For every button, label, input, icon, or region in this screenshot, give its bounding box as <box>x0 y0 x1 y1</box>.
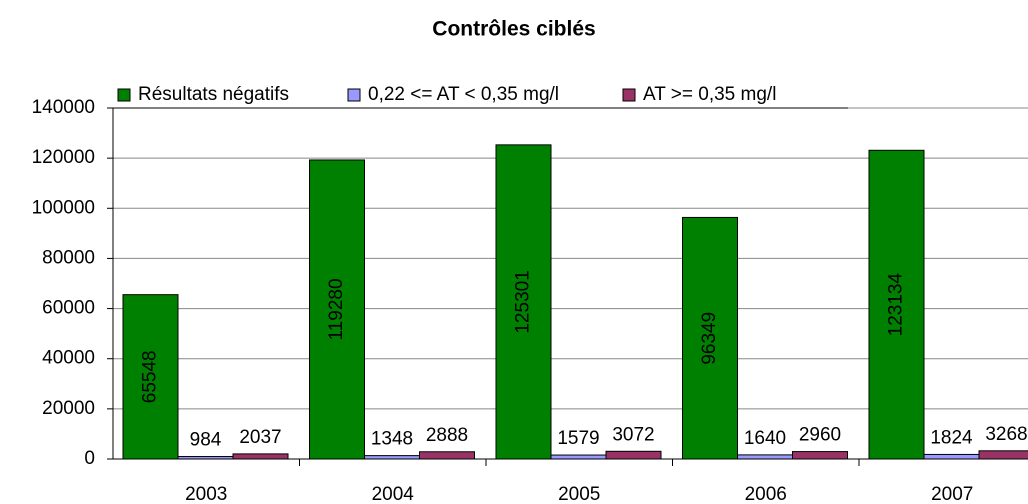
value-label: 123134 <box>886 273 907 337</box>
bar <box>868 149 925 460</box>
x-tick-label: 2006 <box>745 484 787 504</box>
legend-label: AT >= 0,35 mg/l <box>643 84 776 105</box>
bar <box>232 453 289 460</box>
value-label: 96349 <box>699 312 720 365</box>
bar <box>682 216 738 460</box>
legend-swatch <box>117 88 131 102</box>
value-label: 119280 <box>326 278 347 340</box>
x-tick-label: 2004 <box>372 484 415 504</box>
value-label: 2888 <box>426 425 468 446</box>
value-label: 2037 <box>239 427 281 448</box>
y-tick-label: 20000 <box>42 398 95 419</box>
y-tick-label: 60000 <box>42 298 95 319</box>
value-label: 2960 <box>799 425 841 446</box>
y-tick-label: 120000 <box>32 147 95 168</box>
bar <box>495 144 552 460</box>
legend-swatch <box>622 88 636 102</box>
x-tick-label: 2007 <box>931 484 973 504</box>
value-label: 125301 <box>513 270 534 333</box>
bar <box>364 455 420 460</box>
value-label: 1579 <box>557 428 599 449</box>
x-tick-label: 2003 <box>185 484 227 504</box>
legend-label: Résultats négatifs <box>138 84 289 105</box>
y-tick-label: 100000 <box>32 197 95 218</box>
y-tick-label: 80000 <box>42 247 95 268</box>
y-tick-label: 140000 <box>32 97 95 118</box>
bar <box>605 450 662 460</box>
value-label: 1640 <box>744 428 786 449</box>
bar <box>309 159 365 460</box>
x-tick-label: 2005 <box>558 484 600 504</box>
bar <box>978 450 1028 460</box>
bar <box>550 454 607 460</box>
bar <box>923 453 980 460</box>
bar <box>122 294 179 460</box>
value-label: 1348 <box>371 429 413 450</box>
legend-swatch <box>347 88 361 102</box>
value-label: 984 <box>190 430 222 451</box>
y-tick-label: 40000 <box>42 348 95 369</box>
bar <box>792 451 848 460</box>
value-label: 1824 <box>930 427 973 448</box>
bar <box>177 456 234 460</box>
bar <box>737 454 793 460</box>
bar <box>419 451 475 460</box>
chart-title: Contrôles ciblés <box>432 18 595 41</box>
legend-label: 0,22 <= AT < 0,35 mg/l <box>368 84 559 105</box>
value-label: 3072 <box>612 424 654 445</box>
value-label: 65548 <box>140 350 161 403</box>
y-tick-label: 0 <box>84 448 95 469</box>
value-label: 3268 <box>985 424 1027 445</box>
